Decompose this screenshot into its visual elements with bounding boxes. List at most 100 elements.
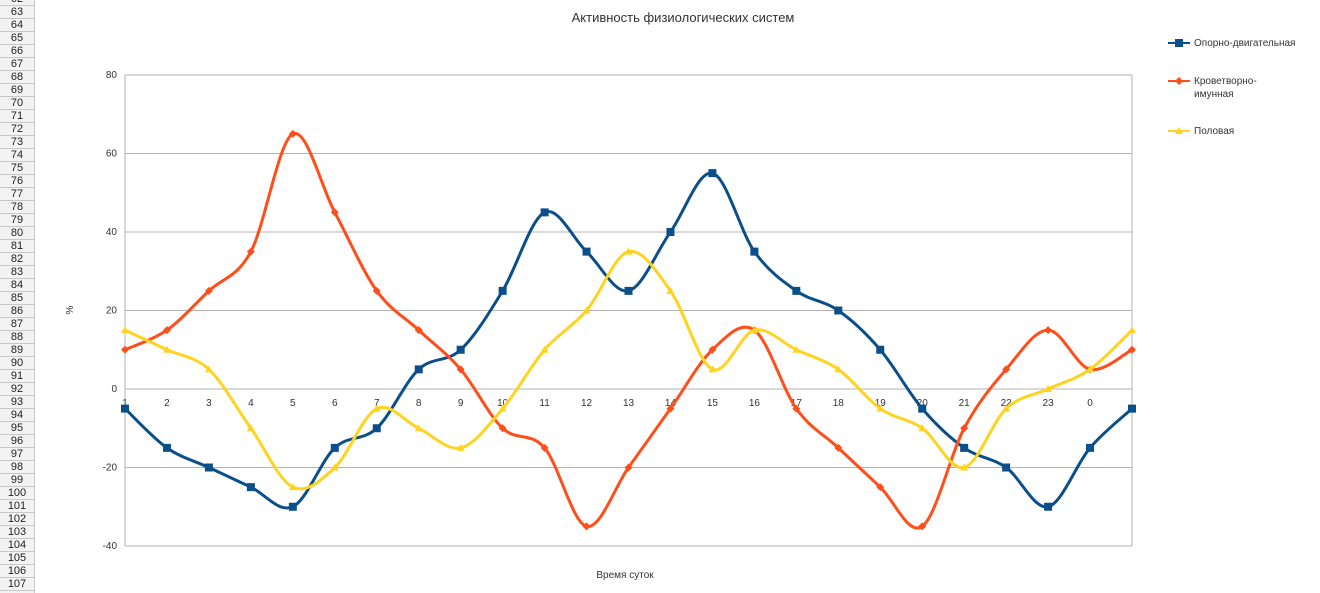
row-number[interactable]: 106	[0, 565, 34, 578]
row-number[interactable]: 94	[0, 409, 34, 422]
series-line	[123, 171, 1134, 510]
row-number[interactable]: 97	[0, 448, 34, 461]
x-axis-title: Время суток	[596, 570, 654, 581]
y-tick-label: -20	[103, 463, 118, 474]
data-point	[918, 522, 927, 531]
row-number[interactable]: 71	[0, 110, 34, 123]
row-number[interactable]: 78	[0, 201, 34, 214]
row-number[interactable]: 86	[0, 305, 34, 318]
legend-swatch-marker	[1175, 77, 1183, 85]
row-number[interactable]: 66	[0, 45, 34, 58]
data-point	[624, 247, 633, 255]
data-point	[330, 443, 339, 452]
data-point	[792, 286, 801, 295]
row-number[interactable]: 104	[0, 539, 34, 552]
data-point	[204, 463, 213, 472]
row-number[interactable]: 98	[0, 461, 34, 474]
row-number[interactable]: 63	[0, 6, 34, 19]
row-number[interactable]: 68	[0, 71, 34, 84]
data-point	[834, 365, 843, 373]
row-number[interactable]: 80	[0, 227, 34, 240]
row-number[interactable]: 77	[0, 188, 34, 201]
data-point	[372, 286, 381, 295]
row-number[interactable]: 76	[0, 175, 34, 188]
row-number[interactable]: 70	[0, 97, 34, 110]
data-point	[372, 404, 381, 412]
row-number[interactable]: 91	[0, 370, 34, 383]
series-group	[121, 129, 1136, 531]
data-point	[750, 247, 759, 256]
chart-area[interactable]: -40 -20 0 20 40 60 80 1 2 3 4 5 6 7 8 9 10 11 12 13 14 15 16 1…	[35, 0, 1320, 593]
row-number[interactable]: 72	[0, 123, 34, 136]
row-number[interactable]: 74	[0, 149, 34, 162]
data-point	[372, 424, 381, 433]
grid-lines	[124, 74, 1133, 547]
row-number[interactable]: 79	[0, 214, 34, 227]
data-point	[624, 463, 633, 472]
row-number[interactable]: 83	[0, 266, 34, 279]
row-number[interactable]: 62	[0, 0, 34, 6]
data-point	[876, 483, 885, 492]
row-number[interactable]: 102	[0, 513, 34, 526]
data-point	[1002, 463, 1011, 472]
data-point	[498, 286, 507, 295]
series-3	[121, 247, 1136, 491]
x-tick-label: 9	[458, 398, 464, 409]
row-number[interactable]: 75	[0, 162, 34, 175]
data-point	[960, 443, 969, 452]
data-point	[1128, 326, 1136, 334]
row-number[interactable]: 82	[0, 253, 34, 266]
data-point	[288, 483, 297, 491]
data-point	[498, 404, 507, 412]
x-tick-label: 5	[290, 398, 296, 409]
data-point	[792, 345, 801, 353]
data-point	[918, 404, 927, 413]
row-number[interactable]: 103	[0, 526, 34, 539]
x-tick-label: 12	[581, 398, 593, 409]
row-number[interactable]: 100	[0, 487, 34, 500]
data-point	[666, 228, 675, 236]
row-number[interactable]: 90	[0, 357, 34, 370]
series-1	[121, 169, 1136, 511]
row-number[interactable]: 101	[0, 500, 34, 513]
row-number[interactable]: 105	[0, 552, 34, 565]
row-number[interactable]: 69	[0, 84, 34, 97]
x-tick-label: 15	[707, 398, 719, 409]
legend-label: Половая	[1194, 126, 1234, 137]
row-number[interactable]: 95	[0, 422, 34, 435]
row-number[interactable]: 96	[0, 435, 34, 448]
data-point	[1086, 443, 1095, 452]
data-point	[666, 286, 675, 294]
data-point	[414, 326, 423, 335]
data-point	[246, 247, 255, 256]
row-number[interactable]: 88	[0, 331, 34, 344]
x-tick-label: 22	[1001, 398, 1013, 409]
row-number[interactable]: 84	[0, 279, 34, 292]
row-number[interactable]: 73	[0, 136, 34, 149]
row-number[interactable]: 67	[0, 58, 34, 71]
y-tick-label: 60	[106, 149, 118, 160]
y-tick-label: 20	[106, 306, 118, 317]
legend-swatch-marker	[1175, 127, 1183, 134]
chart-title: Активность физиологических систем	[572, 10, 795, 25]
x-tick-label: 0	[1087, 398, 1093, 409]
y-tick-label: 40	[106, 227, 118, 238]
data-point	[162, 326, 171, 335]
row-number[interactable]: 92	[0, 383, 34, 396]
data-point	[792, 404, 801, 413]
data-point	[582, 306, 591, 314]
data-point	[1044, 385, 1053, 392]
row-number[interactable]: 93	[0, 396, 34, 409]
row-number[interactable]: 87	[0, 318, 34, 331]
row-number[interactable]: 99	[0, 474, 34, 487]
row-number[interactable]: 81	[0, 240, 34, 253]
row-number[interactable]: 64	[0, 19, 34, 32]
row-number[interactable]: 89	[0, 344, 34, 357]
row-number[interactable]: 85	[0, 292, 34, 305]
data-point	[1128, 404, 1136, 413]
row-number[interactable]: 107	[0, 578, 34, 591]
y-tick-label: 0	[111, 384, 117, 395]
row-number[interactable]: 65	[0, 32, 34, 45]
x-tick-label: 14	[665, 398, 677, 409]
legend-swatch-marker	[1175, 39, 1183, 47]
